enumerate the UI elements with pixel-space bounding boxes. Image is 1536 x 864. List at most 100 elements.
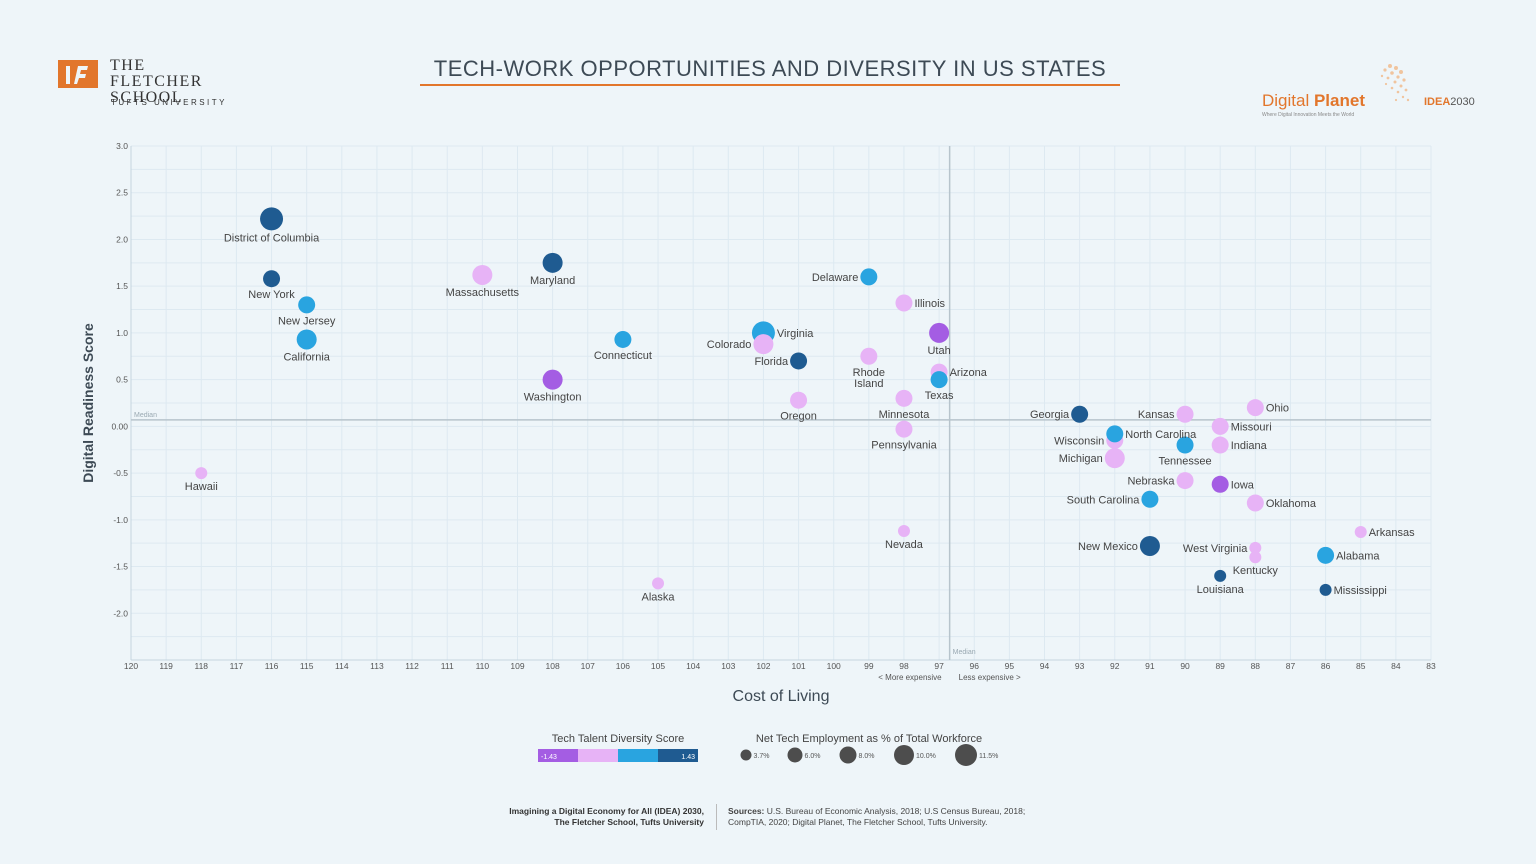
x-tick-label: 91: [1145, 661, 1155, 671]
color-legend-swatch: [578, 749, 618, 762]
x-tick-label: 93: [1075, 661, 1085, 671]
point-label: Virginia: [777, 328, 814, 340]
x-tick-label: 95: [1005, 661, 1015, 671]
data-point: [1106, 425, 1124, 443]
point-label: Tennessee: [1158, 456, 1211, 468]
digital-planet-logo: Digital Planet Where Digital Innovation …: [1262, 60, 1492, 120]
point-label: Hawaii: [185, 481, 218, 493]
x-tick-label: 97: [934, 661, 944, 671]
data-point: [260, 207, 284, 231]
data-point: [1249, 551, 1262, 564]
data-point: [1176, 436, 1194, 454]
y-tick-label: 1.5: [116, 281, 128, 291]
x-tick-label: 98: [899, 661, 909, 671]
size-legend-circle: [955, 744, 977, 766]
x-tick-label: 108: [546, 661, 560, 671]
point-label: California: [283, 351, 330, 363]
point-label: Connecticut: [594, 350, 652, 362]
color-legend-max: 1.43: [681, 754, 695, 761]
point-label: Texas: [925, 390, 954, 402]
point-label: Alabama: [1336, 550, 1380, 562]
point-label: Utah: [927, 345, 950, 357]
data-point: [1141, 490, 1159, 508]
x-tick-label: 94: [1040, 661, 1050, 671]
data-point: [542, 252, 563, 273]
chart-points: [195, 207, 1367, 596]
point-label: Mississippi: [1334, 585, 1387, 597]
point-label: Alaska: [642, 591, 676, 603]
point-label: New York: [248, 289, 295, 301]
x-tick-label: 85: [1356, 661, 1366, 671]
x-tick-label: 109: [510, 661, 524, 671]
point-label: Ohio: [1266, 403, 1289, 415]
data-point: [298, 296, 316, 314]
data-point: [860, 268, 878, 286]
point-label: West Virginia: [1183, 543, 1248, 555]
point-label: New Jersey: [278, 315, 336, 327]
data-point: [753, 334, 774, 355]
y-tick-label: 0.5: [116, 375, 128, 385]
size-legend-label: 6.0%: [805, 753, 821, 760]
x-tick-label: 112: [405, 661, 419, 671]
school-name: THE FLETCHER SCHOOL: [110, 57, 203, 106]
x-tick-label: 119: [159, 661, 173, 671]
data-point: [1176, 405, 1194, 423]
chart-legend: Tech Talent Diversity Score -1.43 1.43 Net …: [538, 733, 998, 766]
x-tick-label: 106: [616, 661, 630, 671]
x-tick-label: 90: [1180, 661, 1190, 671]
data-point: [1354, 525, 1367, 538]
data-point: [860, 347, 878, 365]
x-tick-label: 120: [124, 661, 138, 671]
point-label: Nevada: [885, 539, 924, 551]
size-legend-title: Net Tech Employment as % of Total Workfo…: [756, 733, 982, 745]
y-axis-title: Digital Readiness Score: [80, 323, 96, 483]
x-tick-label: 89: [1215, 661, 1225, 671]
point-label: Iowa: [1231, 479, 1255, 491]
point-label: Rhode Island: [853, 367, 885, 390]
x-tick-label: 92: [1110, 661, 1120, 671]
data-point: [1249, 541, 1262, 554]
chart-grid: [130, 145, 1432, 661]
x-tick-label: 110: [476, 661, 490, 671]
data-point: [614, 330, 632, 348]
page-title: TECH-WORK OPPORTUNITIES AND DIVERSITY IN…: [420, 56, 1120, 86]
data-point: [790, 391, 808, 409]
x-tick-label: 105: [651, 661, 665, 671]
data-point: [895, 294, 913, 312]
x-tick-label: 86: [1321, 661, 1331, 671]
y-tick-label: 0.00: [111, 421, 128, 431]
size-legend-label: 8.0%: [859, 753, 875, 760]
fletcher-logo-mark-icon: [58, 60, 98, 88]
x-tick-label: 118: [194, 661, 208, 671]
data-point: [1139, 535, 1160, 556]
x-tick-label: 104: [686, 661, 700, 671]
data-point: [1071, 405, 1089, 423]
x-tick-label: 107: [581, 661, 595, 671]
footer-credit: Imagining a Digital Economy for All (IDE…: [509, 806, 704, 827]
y-tick-label: -0.5: [113, 468, 128, 478]
data-point: [1211, 475, 1229, 493]
point-label: Georgia: [1030, 409, 1070, 421]
color-legend-title: Tech Talent Diversity Score: [552, 733, 684, 745]
y-tick-label: 1.0: [116, 328, 128, 338]
chart-point-labels: District of Columbia New York New Jersey Ca…: [185, 232, 1415, 603]
data-point: [1317, 546, 1335, 564]
size-legend-circle: [894, 745, 914, 765]
idea-logo: IDEA2030: [1424, 96, 1475, 108]
color-legend-min: -1.43: [541, 754, 557, 761]
y-tick-label: -1.5: [113, 562, 128, 572]
y-tick-label: -2.0: [113, 608, 128, 618]
point-label: Oklahoma: [1266, 498, 1317, 510]
point-label: Nebraska: [1127, 476, 1175, 488]
point-label: Maryland: [530, 275, 575, 287]
y-tick-label: 2.0: [116, 234, 128, 244]
y-tick-label: 2.5: [116, 188, 128, 198]
point-label: Arkansas: [1369, 527, 1415, 539]
x-tick-label: 88: [1251, 661, 1261, 671]
x-tick-label: 102: [756, 661, 770, 671]
x-tick-label: 103: [721, 661, 735, 671]
point-label: Washington: [524, 392, 582, 404]
data-point: [895, 420, 913, 438]
size-legend-label: 3.7%: [754, 753, 770, 760]
